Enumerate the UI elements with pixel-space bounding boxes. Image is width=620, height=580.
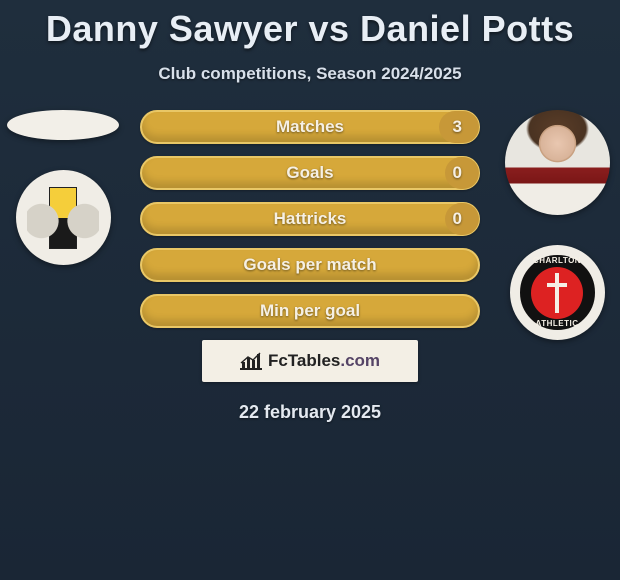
page-title: Danny Sawyer vs Daniel Potts [0, 0, 620, 50]
right-player-photo [505, 110, 610, 215]
stat-label: Min per goal [142, 296, 478, 326]
stat-bar: Matches 3 [140, 110, 480, 144]
stat-label: Goals [142, 158, 478, 188]
stat-label: Matches [142, 112, 478, 142]
right-club-text-top: CHARLTON [520, 256, 595, 265]
brand-box[interactable]: FcTables.com [202, 340, 418, 382]
right-player-column: CHARLTON ATHLETIC [502, 110, 612, 340]
left-player-column [8, 110, 118, 265]
left-player-photo-placeholder [7, 110, 119, 140]
stat-right-value: 3 [453, 112, 462, 142]
stat-bar: Goals per match [140, 248, 480, 282]
page-subtitle: Club competitions, Season 2024/2025 [0, 64, 620, 84]
stat-bar: Goals 0 [140, 156, 480, 190]
barchart-icon [240, 352, 262, 370]
stat-label: Hattricks [142, 204, 478, 234]
stats-bars: Matches 3 Goals 0 Hattricks 0 Goals per … [140, 110, 480, 328]
brand-name: FcTables [268, 351, 340, 370]
stat-bar: Hattricks 0 [140, 202, 480, 236]
brand-text: FcTables.com [268, 351, 380, 371]
left-club-logo [16, 170, 111, 265]
stat-label: Goals per match [142, 250, 478, 280]
stat-right-value: 0 [453, 158, 462, 188]
sword-icon [555, 273, 559, 313]
comparison-date: 22 february 2025 [0, 402, 620, 423]
right-club-logo: CHARLTON ATHLETIC [510, 245, 605, 340]
charlton-badge-inner [531, 267, 583, 319]
right-club-text-bottom: ATHLETIC [520, 319, 595, 328]
comparison-content: CHARLTON ATHLETIC Matches 3 Goals 0 Hatt… [0, 110, 620, 423]
brand-domain: .com [340, 351, 380, 370]
stat-right-value: 0 [453, 204, 462, 234]
stat-bar: Min per goal [140, 294, 480, 328]
